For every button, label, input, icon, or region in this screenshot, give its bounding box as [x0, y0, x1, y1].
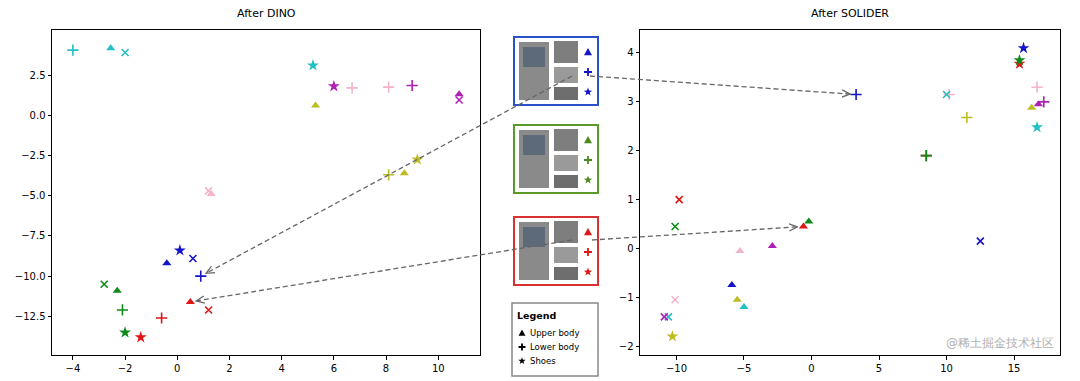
svg-text:6: 6	[331, 363, 337, 374]
svg-text:−2.5: −2.5	[21, 150, 45, 161]
svg-text:−2: −2	[118, 363, 133, 374]
svg-text:Shoes: Shoes	[530, 356, 556, 366]
svg-text:Legend: Legend	[517, 310, 556, 321]
svg-text:Lower body: Lower body	[530, 342, 579, 352]
svg-text:3: 3	[627, 96, 633, 107]
svg-text:2: 2	[226, 363, 232, 374]
svg-text:−4: −4	[66, 363, 81, 374]
svg-text:0.0: 0.0	[30, 110, 46, 121]
svg-text:−2: −2	[619, 341, 634, 352]
svg-text:4: 4	[627, 47, 633, 58]
svg-text:−10: −10	[666, 363, 687, 374]
svg-text:Upper body: Upper body	[530, 328, 579, 338]
svg-text:−1: −1	[619, 292, 634, 303]
svg-text:−5: −5	[737, 363, 752, 374]
svg-text:0: 0	[627, 243, 633, 254]
svg-text:5: 5	[876, 363, 882, 374]
svg-text:@稀土掘金技术社区: @稀土掘金技术社区	[946, 336, 1054, 350]
svg-text:4: 4	[278, 363, 284, 374]
svg-text:−7.5: −7.5	[21, 230, 45, 241]
svg-text:−10.0: −10.0	[15, 271, 46, 282]
svg-text:−5.0: −5.0	[21, 190, 45, 201]
svg-text:8: 8	[383, 363, 389, 374]
svg-text:10: 10	[940, 363, 953, 374]
svg-text:2: 2	[627, 145, 633, 156]
svg-text:0: 0	[174, 363, 180, 374]
svg-text:After DINO: After DINO	[237, 7, 296, 20]
svg-text:0: 0	[808, 363, 814, 374]
svg-text:10: 10	[432, 363, 445, 374]
svg-text:15: 15	[1008, 363, 1021, 374]
svg-text:2.5: 2.5	[30, 70, 46, 81]
svg-text:−12.5: −12.5	[15, 311, 46, 322]
svg-text:After SOLIDER: After SOLIDER	[811, 7, 889, 20]
svg-text:1: 1	[627, 194, 633, 205]
